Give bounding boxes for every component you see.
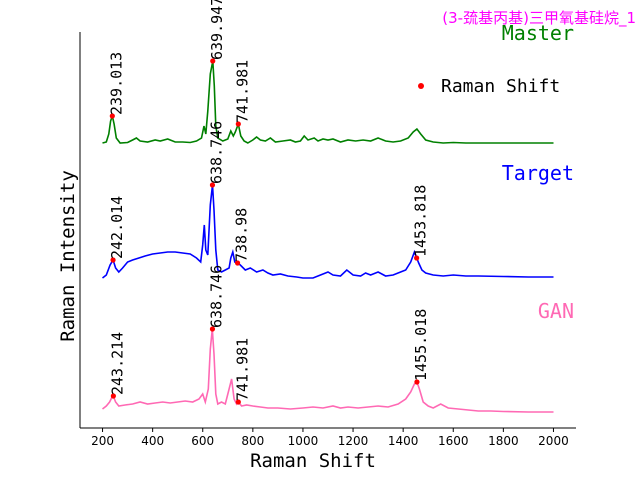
legend: Raman Shift bbox=[418, 76, 560, 97]
peak-label-master: 639.947 bbox=[208, 0, 226, 60]
x-tick-label: 1000 bbox=[288, 434, 319, 448]
peak-marker-target bbox=[209, 182, 216, 188]
peak-label-master: 239.013 bbox=[107, 52, 125, 115]
peak-label-target: 242.014 bbox=[108, 196, 126, 259]
x-tick-label: 2000 bbox=[538, 434, 569, 448]
peak-marker-target bbox=[110, 257, 116, 263]
x-tick-label: 800 bbox=[241, 434, 264, 448]
series-name-target: Target bbox=[502, 161, 574, 185]
y-axis-label: Raman Intensity bbox=[57, 170, 79, 342]
plot-area: 239.013 639.947 741.981 Master 242.014 638.74… bbox=[102, 0, 574, 413]
peak-marker-master bbox=[235, 121, 241, 127]
x-axis-label: Raman Shift bbox=[250, 450, 376, 472]
peak-label-gan: 1455.018 bbox=[412, 309, 430, 381]
peak-marker-master bbox=[210, 58, 216, 64]
series-line-gan bbox=[102, 328, 554, 413]
peak-marker-gan bbox=[110, 393, 116, 399]
legend-marker bbox=[418, 83, 424, 89]
x-tick-label: 1200 bbox=[338, 434, 369, 448]
peak-marker-target bbox=[234, 260, 241, 266]
peak-label-gan: 741.981 bbox=[233, 338, 251, 401]
peak-label-master: 741.981 bbox=[233, 60, 251, 123]
peak-label-target: 638.746 bbox=[208, 121, 226, 184]
peak-label-gan: 243.214 bbox=[108, 332, 126, 395]
peak-marker-gan bbox=[414, 379, 420, 385]
peak-label-gan: 638.746 bbox=[208, 265, 226, 328]
series-name-gan: GAN bbox=[538, 299, 574, 323]
legend-label: Raman Shift bbox=[441, 76, 560, 97]
x-tick-label: 400 bbox=[141, 434, 164, 448]
series-line-master bbox=[102, 60, 554, 144]
x-tick-label: 1600 bbox=[438, 434, 469, 448]
peak-marker-gan bbox=[209, 326, 216, 332]
peak-marker-target bbox=[414, 255, 420, 261]
x-axis-ticks: 200 400 600 800 1000 1200 1400 1600 1800 2000 bbox=[91, 428, 569, 448]
series-line-target bbox=[102, 184, 554, 279]
x-tick-label: 1400 bbox=[388, 434, 419, 448]
x-tick-label: 600 bbox=[191, 434, 214, 448]
x-tick-label: 1800 bbox=[488, 434, 519, 448]
series-name-master: Master bbox=[502, 21, 574, 45]
peak-marker-master bbox=[109, 113, 115, 119]
x-tick-label: 200 bbox=[91, 434, 114, 448]
peak-label-target: 1453.818 bbox=[412, 185, 430, 257]
peak-label-target: 738.98 bbox=[233, 208, 251, 262]
chart-title: (3-巯基丙基)三甲氧基硅烷_1 bbox=[442, 9, 636, 28]
peak-marker-gan bbox=[235, 399, 241, 405]
